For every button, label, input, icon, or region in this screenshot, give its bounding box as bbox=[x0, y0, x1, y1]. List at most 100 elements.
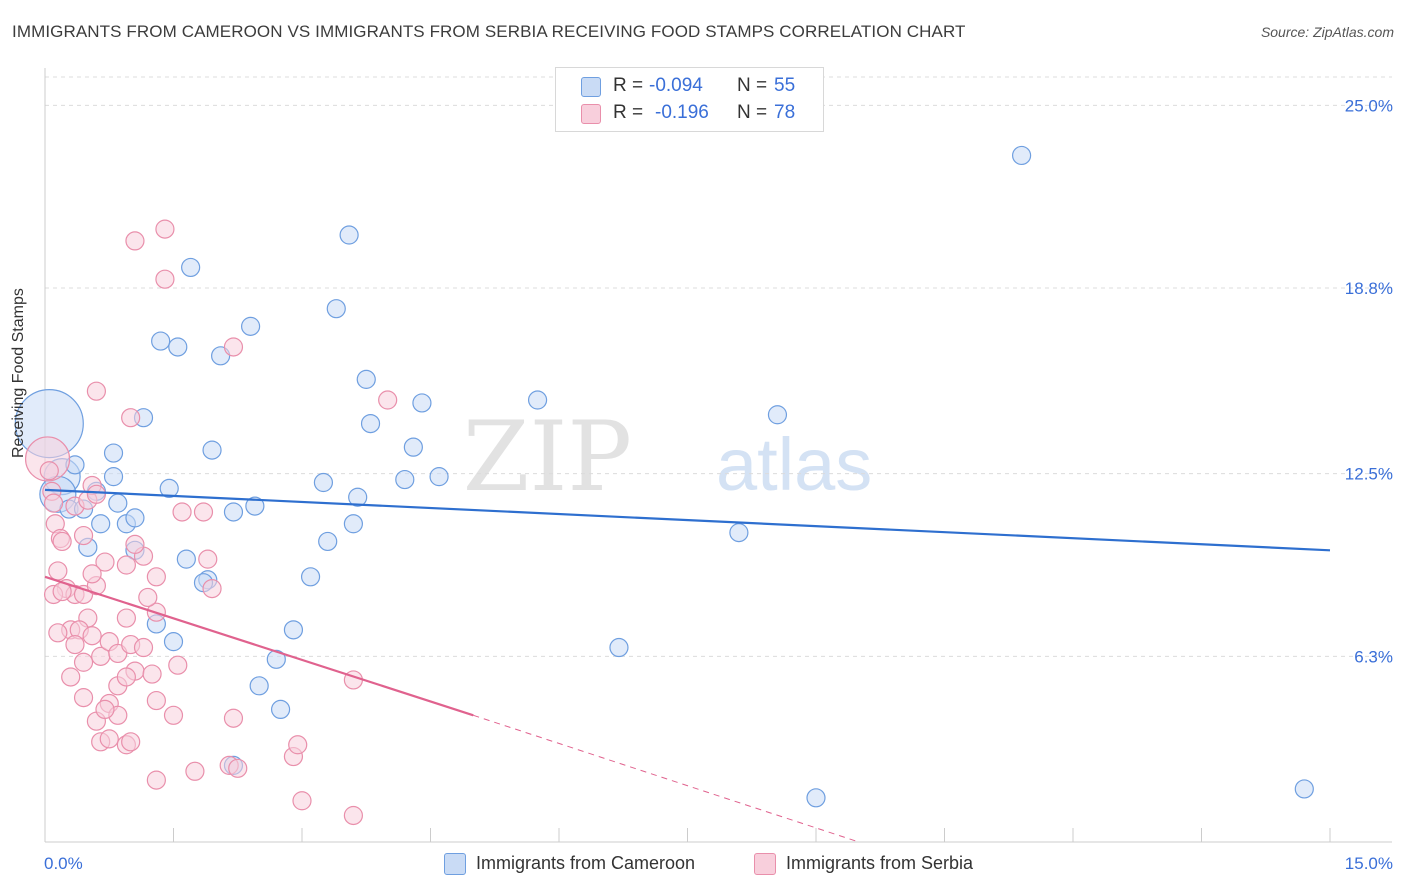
serbia-point bbox=[48, 561, 68, 581]
cameroon-trend-line bbox=[44, 488, 1331, 552]
cameroon-point bbox=[806, 788, 826, 808]
cameroon-point bbox=[163, 632, 184, 652]
cameroon-point bbox=[283, 620, 304, 640]
cameroon-point bbox=[339, 225, 359, 245]
serbia-point bbox=[95, 552, 115, 572]
legend-r-label: R = bbox=[613, 102, 644, 123]
legend-swatch-serbia bbox=[581, 104, 601, 124]
cameroon-point bbox=[176, 549, 196, 569]
serbia-point bbox=[73, 652, 94, 672]
chart-title: IMMIGRANTS FROM CAMEROON VS IMMIGRANTS F… bbox=[12, 22, 966, 41]
legend-r-value: -0.196 bbox=[655, 102, 709, 123]
bottom-legend-swatch-cameroon bbox=[444, 853, 466, 875]
serbia-point bbox=[61, 667, 81, 687]
serbia-point bbox=[223, 708, 244, 728]
serbia-point bbox=[73, 525, 94, 546]
cameroon-point bbox=[91, 514, 111, 534]
serbia-point bbox=[39, 461, 59, 481]
serbia-point bbox=[48, 623, 68, 643]
serbia-point bbox=[116, 555, 136, 575]
cameroon-point bbox=[151, 331, 171, 351]
cameroon-point bbox=[202, 440, 222, 460]
serbia-point bbox=[288, 735, 308, 755]
legend-n-value: 78 bbox=[774, 102, 796, 123]
cameroon-point bbox=[249, 676, 269, 696]
serbia-point bbox=[43, 493, 64, 513]
y-tick-label: 18.8% bbox=[1345, 279, 1393, 298]
serbia-point bbox=[146, 567, 166, 587]
cameroon-point bbox=[103, 443, 124, 463]
cameroon-point bbox=[125, 508, 145, 528]
watermark-atlas: atlas bbox=[716, 423, 872, 506]
cameroon-point bbox=[266, 649, 286, 669]
cameroon-point bbox=[300, 567, 321, 587]
cameroon-point bbox=[343, 514, 363, 534]
serbia-point bbox=[163, 705, 184, 725]
serbia-point bbox=[202, 578, 222, 599]
serbia-point bbox=[155, 219, 175, 239]
legend-swatch-cameroon bbox=[581, 77, 601, 97]
cameroon-point bbox=[360, 413, 381, 434]
serbia-point bbox=[116, 608, 136, 628]
serbia-point bbox=[138, 587, 158, 608]
serbia-point bbox=[125, 231, 145, 251]
x-tick-label-max: 15.0% bbox=[1345, 854, 1393, 873]
serbia-trend-extension bbox=[473, 714, 859, 843]
watermark-zip: ZIP bbox=[463, 401, 632, 513]
serbia-point bbox=[185, 761, 205, 781]
serbia-point bbox=[155, 269, 175, 289]
serbia-point bbox=[223, 337, 244, 357]
serbia-trend-line bbox=[44, 575, 474, 717]
source-label: Source: ZipAtlas.com bbox=[1261, 24, 1394, 40]
serbia-point bbox=[73, 688, 94, 708]
cameroon-point bbox=[241, 316, 261, 336]
tick-labels: 6.3% 12.5% 18.8% 25.0% 0.0% 15.0% bbox=[44, 96, 1393, 873]
legend-r-value: -0.094 bbox=[649, 75, 703, 96]
cameroon-point bbox=[159, 478, 179, 499]
serbia-point bbox=[142, 664, 162, 684]
serbia-point bbox=[292, 791, 312, 811]
y-tick-label: 25.0% bbox=[1345, 96, 1393, 115]
bottom-legend-label-cameroon: Immigrants from Cameroon bbox=[476, 853, 696, 873]
cameroon-point bbox=[181, 257, 201, 278]
cameroon-point bbox=[356, 369, 376, 389]
cameroon-point bbox=[429, 467, 449, 487]
series-cameroon-points bbox=[14, 145, 1314, 808]
serbia-point bbox=[146, 690, 166, 711]
serbia-point bbox=[378, 390, 398, 410]
bottom-legend-label-serbia: Immigrants from Serbia bbox=[786, 853, 974, 873]
serbia-point bbox=[86, 484, 107, 504]
cameroon-point bbox=[412, 393, 432, 413]
serbia-point bbox=[343, 805, 363, 826]
bottom-legend-swatch-serbia bbox=[754, 853, 776, 875]
cameroon-point bbox=[245, 496, 265, 516]
source-brand[interactable]: ZipAtlas.com bbox=[1313, 24, 1394, 40]
serbia-point bbox=[116, 667, 136, 687]
cameroon-point bbox=[403, 437, 423, 457]
serbia-point bbox=[125, 534, 145, 554]
y-tick-label: 12.5% bbox=[1345, 465, 1393, 484]
cameroon-point bbox=[609, 637, 629, 658]
source-prefix: Source: bbox=[1260, 24, 1314, 40]
cameroon-point bbox=[313, 472, 334, 493]
serbia-point bbox=[168, 655, 188, 675]
trend-lines bbox=[44, 488, 1331, 843]
stats-legend: R = -0.094 N = 55 R = -0.196 N = 78 bbox=[555, 67, 824, 132]
serbia-point bbox=[121, 408, 141, 428]
cameroon-point bbox=[348, 487, 368, 507]
cameroon-point bbox=[1294, 779, 1314, 799]
serbia-point bbox=[82, 626, 102, 646]
y-tick-label: 6.3% bbox=[1354, 647, 1393, 666]
grid-lines bbox=[45, 76, 1392, 657]
cameroon-point bbox=[527, 390, 548, 410]
serbia-point bbox=[133, 637, 154, 658]
serbia-point bbox=[228, 758, 248, 778]
cameroon-point bbox=[270, 699, 291, 720]
serbia-point bbox=[198, 549, 218, 569]
cameroon-point bbox=[103, 467, 124, 487]
cameroon-point bbox=[326, 299, 346, 319]
watermark: ZIP atlas bbox=[463, 401, 873, 513]
serbia-point bbox=[193, 502, 214, 522]
cameroon-point bbox=[1011, 145, 1032, 166]
